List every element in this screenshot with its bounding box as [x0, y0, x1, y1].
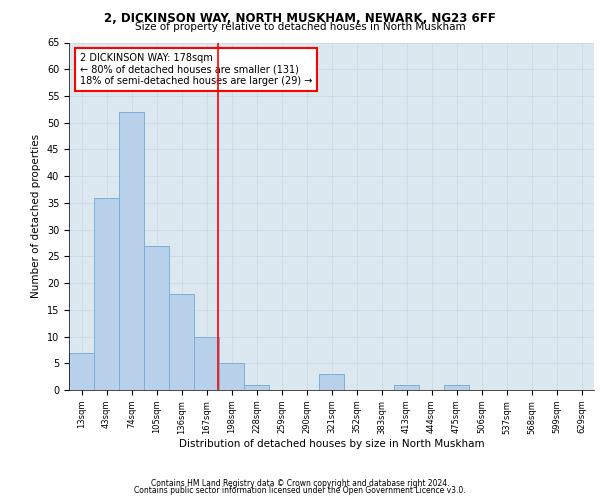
Bar	[319, 374, 344, 390]
Text: Size of property relative to detached houses in North Muskham: Size of property relative to detached ho…	[134, 22, 466, 32]
X-axis label: Distribution of detached houses by size in North Muskham: Distribution of detached houses by size …	[179, 440, 484, 450]
Bar	[94, 198, 119, 390]
Y-axis label: Number of detached properties: Number of detached properties	[31, 134, 41, 298]
Text: 2 DICKINSON WAY: 178sqm
← 80% of detached houses are smaller (131)
18% of semi-d: 2 DICKINSON WAY: 178sqm ← 80% of detache…	[79, 53, 312, 86]
Text: 2, DICKINSON WAY, NORTH MUSKHAM, NEWARK, NG23 6FF: 2, DICKINSON WAY, NORTH MUSKHAM, NEWARK,…	[104, 12, 496, 26]
Bar	[194, 336, 219, 390]
Bar	[69, 352, 94, 390]
Bar	[444, 384, 469, 390]
Bar	[144, 246, 169, 390]
Bar	[244, 384, 269, 390]
Text: Contains public sector information licensed under the Open Government Licence v3: Contains public sector information licen…	[134, 486, 466, 495]
Bar	[169, 294, 194, 390]
Bar	[219, 364, 244, 390]
Bar	[119, 112, 144, 390]
Bar	[394, 384, 419, 390]
Text: Contains HM Land Registry data © Crown copyright and database right 2024.: Contains HM Land Registry data © Crown c…	[151, 478, 449, 488]
